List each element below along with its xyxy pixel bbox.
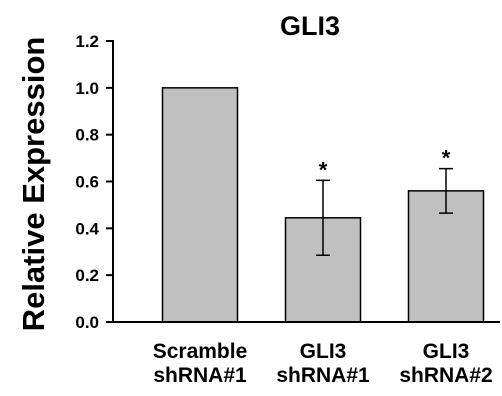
x-tick-label: shRNA#1 xyxy=(153,364,247,387)
significance-marker-3: * xyxy=(442,146,451,171)
bar-1 xyxy=(161,87,239,323)
y-tick-label: 0.8 xyxy=(75,126,99,145)
y-tick-label: 1.2 xyxy=(75,32,99,51)
x-tick-label: GLI3 xyxy=(300,340,347,363)
significance-marker-2: * xyxy=(319,157,328,182)
x-tick-label: GLI3 xyxy=(423,340,470,363)
y-tick-label: 0.4 xyxy=(75,219,99,238)
y-tick-label: 1.0 xyxy=(75,79,99,98)
chart-title: GLI3 xyxy=(280,11,340,41)
y-tick-label: 0.2 xyxy=(75,266,99,285)
y-tick-label: 0.6 xyxy=(75,173,99,192)
plot-area: * *0.00.20.40.60.81.01.2ScrambleshRNA#1GL… xyxy=(75,32,500,387)
y-axis-label: Relative Expression xyxy=(16,37,51,332)
y-tick-label: 0.0 xyxy=(75,313,99,332)
x-tick-label: shRNA#1 xyxy=(276,364,370,387)
x-tick-label: shRNA#2 xyxy=(399,364,492,387)
x-tick-label: Scramble xyxy=(153,340,248,363)
